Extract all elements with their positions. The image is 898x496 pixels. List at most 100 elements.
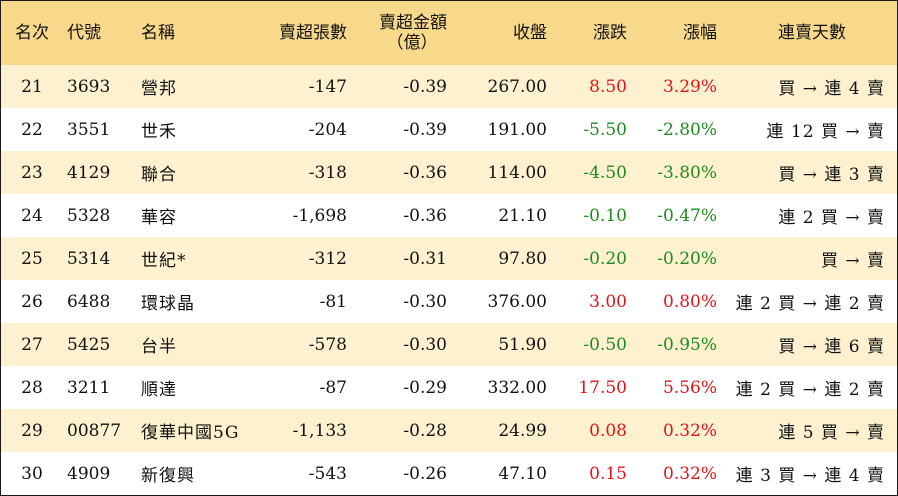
table-body: 21 3693 營邦 -147 -0.39 267.00 8.50 3.29% 買 → 連 4 … [1, 65, 897, 495]
cell-name: 環球晶 [141, 294, 195, 314]
cell-code: 5314 [67, 248, 111, 269]
cell-code: 6488 [67, 291, 111, 312]
cell-name: 新復興 [141, 466, 195, 486]
cell-net-sell-lots: -318 [308, 162, 347, 183]
cell-rank: 23 [21, 162, 43, 183]
cell-net-sell-amount: -0.36 [403, 205, 447, 226]
cell-sell-streak: 連 2 買 → 賣 [778, 208, 885, 228]
header-net-sell-amount: 賣超金額 （億） [357, 1, 457, 65]
cell-rank: 27 [21, 334, 43, 355]
cell-rank: 22 [21, 119, 43, 140]
cell-change-pct: 0.80% [662, 291, 717, 312]
table-row: 26 6488 環球晶 -81 -0.30 376.00 3.00 0.80% 連 2 買 → … [1, 280, 897, 323]
table-row: 22 3551 世禾 -204 -0.39 191.00 -5.50 -2.80% 連 12 買… [1, 108, 897, 151]
cell-sell-streak: 連 2 買 → 連 2 賣 [735, 294, 885, 314]
table-row: 27 5425 台半 -578 -0.30 51.90 -0.50 -0.95% 買 → 連 6… [1, 323, 897, 366]
table-row: 29 00877 復華中國5G -1,133 -0.28 24.99 0.08 0.32% 連 … [1, 409, 897, 452]
cell-code: 3551 [67, 119, 111, 140]
cell-sell-streak: 買 → 連 3 賣 [778, 165, 885, 185]
table-row: 24 5328 華容 -1,698 -0.36 21.10 -0.10 -0.47% 連 2 買… [1, 194, 897, 237]
cell-change-pct: -0.47% [657, 205, 717, 226]
cell-sell-streak: 買 → 連 4 賣 [778, 79, 885, 99]
cell-close: 332.00 [487, 377, 547, 398]
cell-close: 51.90 [498, 334, 547, 355]
cell-name: 台半 [141, 337, 177, 357]
cell-change-pct: -2.80% [657, 119, 717, 140]
cell-net-sell-amount: -0.39 [403, 119, 447, 140]
cell-close: 376.00 [487, 291, 547, 312]
header-code: 代號 [67, 23, 101, 43]
cell-net-sell-lots: -578 [308, 334, 347, 355]
table-row: 25 5314 世紀* -312 -0.31 97.80 -0.20 -0.20% 買 → 賣 [1, 237, 897, 280]
cell-code: 5425 [67, 334, 111, 355]
cell-close: 114.00 [487, 162, 547, 183]
cell-change: 0.08 [589, 420, 627, 441]
cell-change-pct: 0.32% [662, 420, 717, 441]
cell-close: 47.10 [498, 463, 547, 484]
cell-code: 4129 [67, 162, 111, 183]
cell-net-sell-lots: -147 [308, 76, 347, 97]
header-net-sell-lots: 賣超張數 [279, 23, 347, 43]
cell-close: 267.00 [487, 76, 547, 97]
cell-net-sell-amount: -0.30 [403, 291, 447, 312]
header-sell-streak: 連賣天數 [778, 23, 846, 43]
cell-net-sell-amount: -0.28 [403, 420, 447, 441]
table-header-row: 名次 代號 名稱 賣超張數 賣超金額 （億） 收盤 漲跌 漲幅 連賣天數 [1, 1, 897, 65]
cell-rank: 29 [21, 420, 43, 441]
cell-net-sell-amount: -0.36 [403, 162, 447, 183]
cell-change: -0.20 [583, 248, 627, 269]
cell-rank: 28 [21, 377, 43, 398]
header-change-pct: 漲幅 [683, 23, 717, 43]
cell-close: 24.99 [498, 420, 547, 441]
cell-sell-streak: 連 3 買 → 連 4 賣 [735, 466, 885, 486]
table-row: 23 4129 聯合 -318 -0.36 114.00 -4.50 -3.80% 買 → 連 … [1, 151, 897, 194]
cell-sell-streak: 買 → 賣 [820, 251, 885, 271]
cell-name: 世紀* [141, 251, 187, 271]
header-net-sell-amount-line1: 賣超金額 [379, 13, 447, 33]
cell-code: 4909 [67, 463, 111, 484]
cell-change: -0.50 [583, 334, 627, 355]
cell-close: 191.00 [487, 119, 547, 140]
cell-change-pct: -0.20% [657, 248, 717, 269]
table-row: 28 3211 順達 -87 -0.29 332.00 17.50 5.56% 連 2 買 → … [1, 366, 897, 409]
cell-rank: 26 [21, 291, 43, 312]
cell-code: 00877 [67, 420, 122, 441]
cell-sell-streak: 連 2 買 → 連 2 賣 [735, 380, 885, 400]
header-net-sell-amount-unit: （億） [386, 33, 438, 53]
table-row: 21 3693 營邦 -147 -0.39 267.00 8.50 3.29% 買 → 連 4 … [1, 65, 897, 108]
cell-sell-streak: 連 12 買 → 賣 [766, 122, 885, 142]
cell-change: 8.50 [589, 76, 627, 97]
cell-change: 17.50 [578, 377, 627, 398]
cell-net-sell-lots: -204 [308, 119, 347, 140]
cell-change-pct: -0.95% [657, 334, 717, 355]
cell-change-pct: 0.32% [662, 463, 717, 484]
cell-net-sell-lots: -1,133 [292, 420, 347, 441]
cell-net-sell-lots: -543 [308, 463, 347, 484]
cell-net-sell-amount: -0.26 [403, 463, 447, 484]
cell-change: 0.15 [589, 463, 627, 484]
cell-close: 21.10 [498, 205, 547, 226]
cell-rank: 25 [21, 248, 43, 269]
cell-code: 5328 [67, 205, 111, 226]
cell-sell-streak: 買 → 連 6 賣 [778, 337, 885, 357]
cell-sell-streak: 連 5 買 → 賣 [778, 423, 885, 443]
cell-net-sell-lots: -1,698 [292, 205, 347, 226]
cell-change-pct: -3.80% [657, 162, 717, 183]
cell-change: -0.10 [583, 205, 627, 226]
header-rank: 名次 [15, 23, 49, 43]
cell-name: 世禾 [141, 122, 177, 142]
cell-change-pct: 5.56% [662, 377, 717, 398]
cell-rank: 21 [21, 76, 43, 97]
header-change: 漲跌 [593, 23, 627, 43]
cell-change: -4.50 [583, 162, 627, 183]
cell-net-sell-amount: -0.39 [403, 76, 447, 97]
cell-change: -5.50 [583, 119, 627, 140]
cell-change: 3.00 [589, 291, 627, 312]
cell-close: 97.80 [498, 248, 547, 269]
cell-code: 3211 [67, 377, 111, 398]
cell-name: 營邦 [141, 79, 177, 99]
cell-net-sell-amount: -0.29 [403, 377, 447, 398]
cell-net-sell-lots: -312 [308, 248, 347, 269]
